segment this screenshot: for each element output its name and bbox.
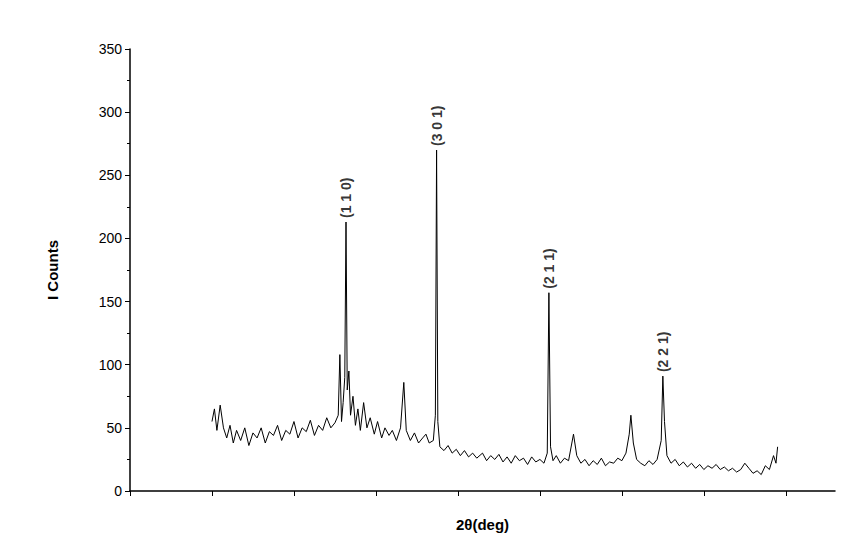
svg-text:350: 350: [99, 41, 123, 57]
svg-text:300: 300: [99, 104, 123, 120]
svg-text:I Counts: I Counts: [44, 240, 61, 300]
svg-text:150: 150: [99, 294, 123, 310]
svg-text:(1 1 0): (1 1 0): [338, 178, 354, 218]
svg-text:(2 2 1): (2 2 1): [655, 332, 671, 372]
svg-text:200: 200: [99, 230, 123, 246]
svg-text:250: 250: [99, 167, 123, 183]
svg-text:100: 100: [99, 357, 123, 373]
svg-text:0: 0: [114, 483, 122, 499]
svg-text:50: 50: [106, 420, 122, 436]
svg-text:(3 0 1): (3 0 1): [429, 106, 445, 146]
svg-text:2θ(deg): 2θ(deg): [456, 516, 509, 533]
svg-text:(2 1 1): (2 1 1): [541, 248, 557, 288]
